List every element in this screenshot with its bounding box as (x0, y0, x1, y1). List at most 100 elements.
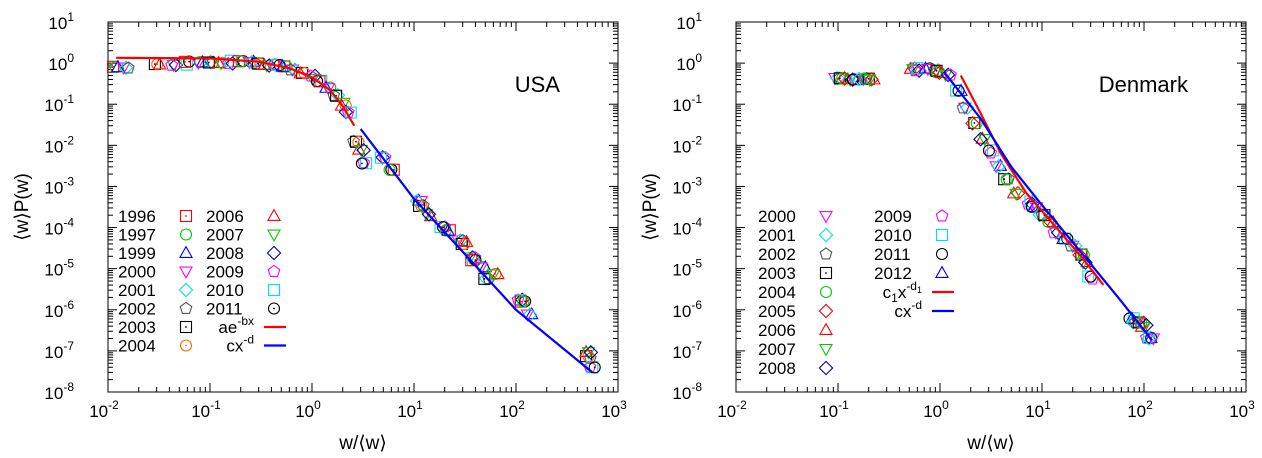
data-point (321, 83, 336, 96)
data-point (1002, 172, 1015, 185)
legend-label: 2011 (874, 245, 911, 264)
legend-label: 2009 (206, 263, 244, 282)
x-tick-label: 103 (1229, 398, 1255, 421)
y-tick-label: 101 (676, 10, 702, 33)
data-point-dot (973, 122, 976, 124)
x-tick-label: 10-2 (717, 398, 747, 421)
legend-marker (267, 302, 281, 315)
data-point-dot (935, 69, 938, 72)
legend-marker-dot (825, 272, 827, 274)
data-point (352, 136, 365, 149)
x-tick-label: 101 (397, 398, 423, 421)
data-point-dot (360, 162, 363, 165)
data-point (268, 57, 282, 70)
x-tick-label: 103 (601, 398, 627, 421)
data-point-dot (483, 277, 486, 280)
data-point-dot (442, 226, 444, 229)
legend-label: 2000 (758, 207, 796, 226)
legend-label: 2003 (118, 318, 156, 337)
legend-marker (179, 245, 193, 258)
legend-marker (267, 283, 281, 297)
legend-label: 2006 (758, 321, 796, 340)
data-point (862, 74, 877, 88)
data-point (977, 134, 992, 147)
data-point (330, 89, 343, 102)
data-point (1042, 215, 1055, 228)
data-point (202, 56, 215, 69)
data-point-dot (355, 140, 357, 143)
y-tick-label: 100 (48, 51, 74, 74)
data-point (1024, 196, 1040, 212)
legend-label: 2002 (118, 300, 156, 319)
legend-marker (818, 227, 834, 243)
data-point (478, 272, 491, 285)
legend-marker-dot (185, 344, 187, 347)
legend-marker (819, 247, 833, 260)
y-tick-label: 10-6 (44, 298, 74, 321)
data-point (152, 57, 167, 70)
legend-label: 1996 (118, 207, 156, 226)
legend-marker-dot (185, 326, 187, 328)
data-point (511, 293, 525, 306)
legend-marker (179, 266, 193, 279)
data-point (478, 259, 493, 273)
data-point (486, 269, 501, 282)
legend-marker (819, 285, 833, 299)
legend-marker (935, 228, 949, 242)
data-point-dot (524, 300, 527, 303)
data-point (1061, 232, 1074, 245)
data-point-dot (474, 259, 477, 261)
legend-marker-dot (273, 307, 275, 310)
data-point (984, 146, 998, 159)
data-point (1141, 331, 1157, 346)
fit-line (943, 71, 1153, 342)
legend-label: 2010 (874, 226, 912, 245)
legend-marker (818, 303, 834, 319)
x-tick-label: 102 (499, 398, 525, 421)
legend-marker (267, 208, 281, 221)
data-point-dot (188, 60, 191, 63)
legend-marker (179, 209, 193, 223)
data-point (991, 159, 1006, 174)
data-point (1006, 186, 1021, 199)
data-point-dot (448, 229, 451, 232)
data-point (307, 68, 323, 84)
legend-marker (266, 245, 282, 261)
fit-line (959, 74, 1105, 286)
legend-label: 1997 (118, 226, 156, 245)
y-tick-label: 10-5 (672, 257, 702, 280)
legend-marker (819, 266, 833, 280)
legend-label: 2002 (758, 245, 796, 264)
y-tick-label: 10-8 (44, 380, 74, 403)
data-point (319, 80, 334, 93)
data-point (927, 63, 941, 77)
data-point-dot (153, 63, 156, 65)
legend-label: cx-d (894, 298, 922, 321)
data-point (327, 88, 341, 101)
data-point-dot (463, 243, 466, 246)
legend-label: ae-bx (218, 314, 254, 337)
x-tick-label: 102 (1127, 398, 1153, 421)
data-point (338, 104, 354, 120)
panel-annotation: USA (515, 72, 561, 97)
legend-label: 2003 (758, 264, 796, 283)
y-tick-label: 10-7 (672, 339, 702, 362)
data-point (830, 70, 845, 86)
legend-label: 2000 (118, 263, 156, 282)
data-point (459, 234, 474, 247)
legend-label: 2010 (206, 281, 244, 300)
x-tick-label: 10-2 (89, 398, 119, 421)
legend-marker (819, 322, 833, 335)
data-point (956, 101, 970, 114)
legend-label: 2008 (758, 359, 796, 378)
legend-label: 2001 (118, 281, 156, 300)
data-point (911, 62, 924, 75)
data-point-dot (520, 300, 522, 303)
legend-label: 2005 (758, 302, 796, 321)
data-point (982, 144, 995, 157)
panel-annotation: Denmark (1099, 72, 1189, 97)
data-point-dot (257, 62, 259, 65)
legend-label: 2004 (118, 337, 156, 356)
data-point (195, 54, 210, 68)
data-point (1078, 255, 1093, 270)
